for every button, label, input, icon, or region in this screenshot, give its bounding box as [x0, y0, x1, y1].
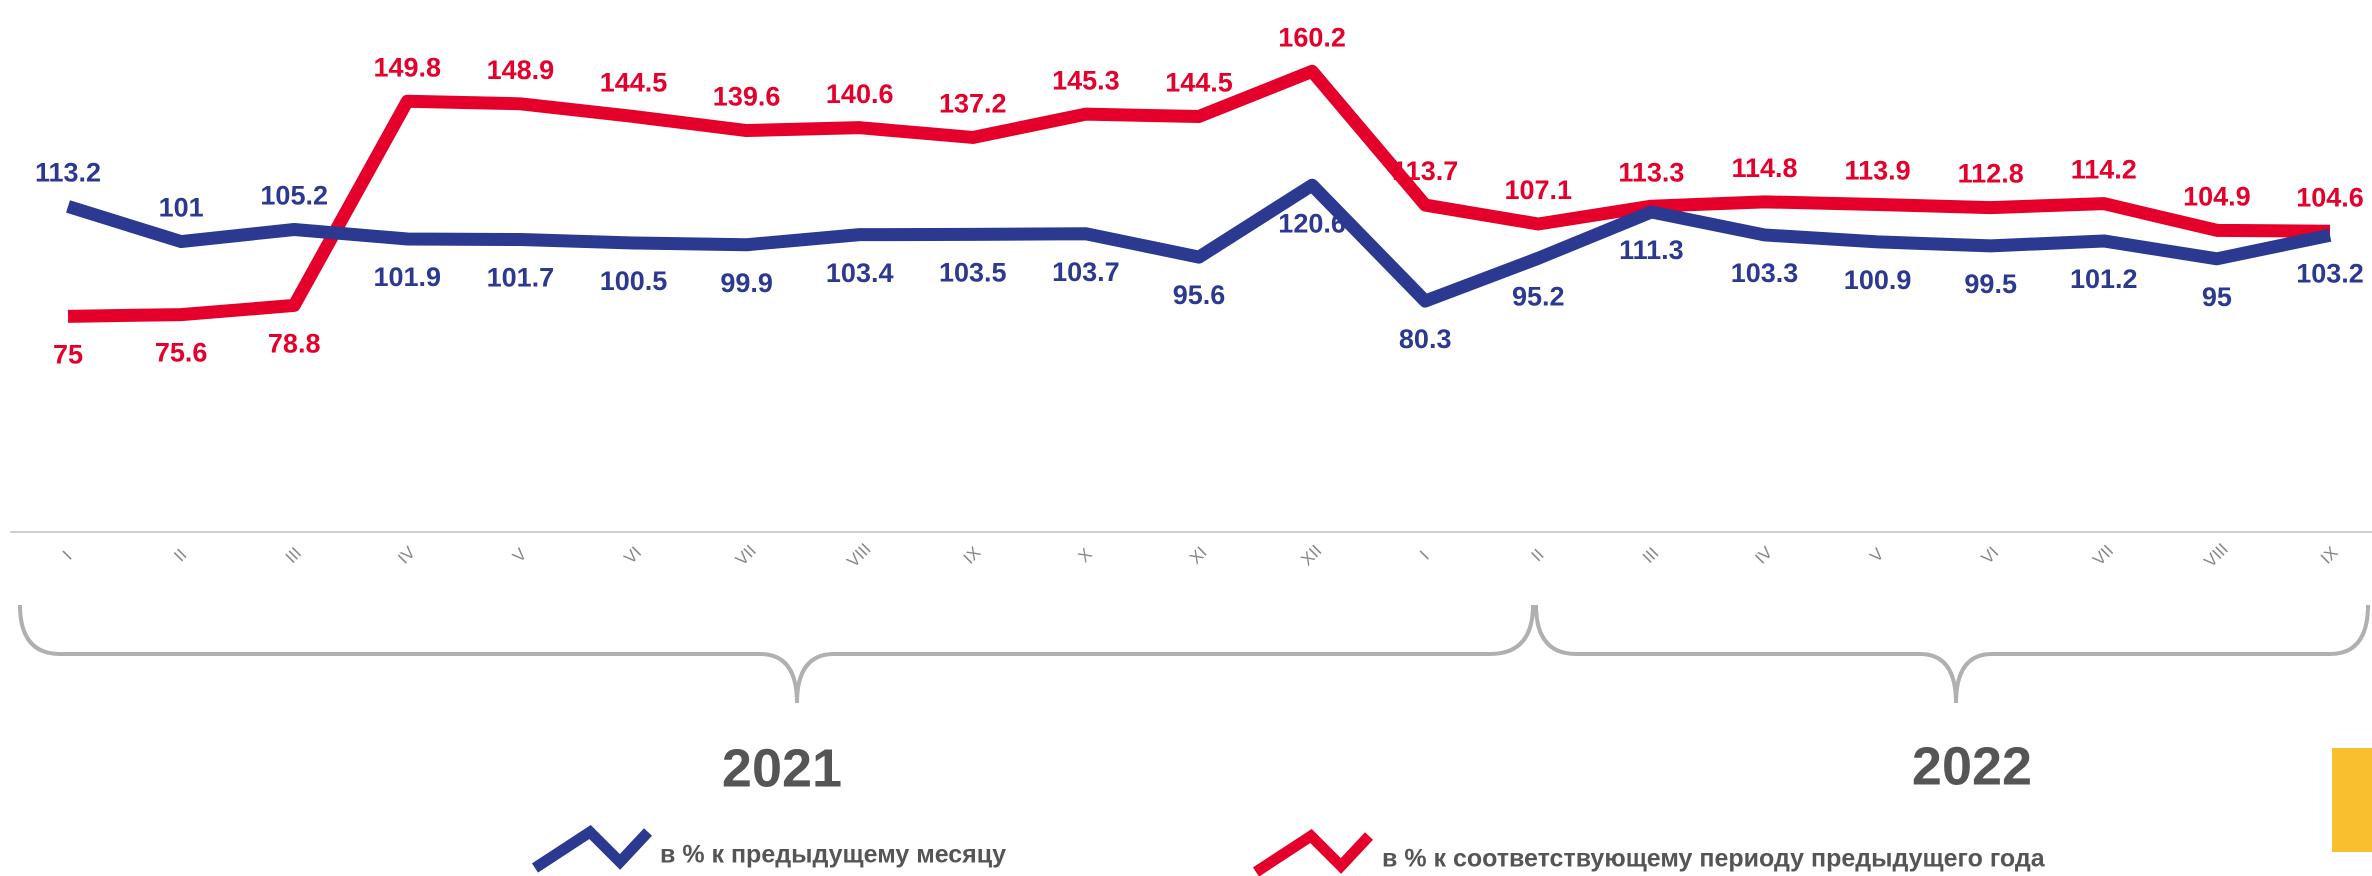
corner-badge — [2332, 748, 2372, 852]
data-label: 99.9 — [720, 268, 773, 298]
data-label: 137.2 — [939, 89, 1007, 119]
data-label: 148.9 — [487, 55, 555, 85]
data-label: 113.9 — [1845, 156, 1911, 186]
x-tick-label: VIII — [2200, 540, 2231, 571]
data-label: 107.1 — [1505, 175, 1573, 205]
series-line — [67, 64, 2331, 323]
data-label: 113.7 — [1392, 156, 1458, 186]
legend-label: в % к предыдущему месяцу — [660, 841, 1006, 869]
x-tick-label: IV — [394, 542, 419, 567]
x-tick-label: V — [509, 544, 531, 566]
data-label: 101.9 — [374, 262, 442, 292]
x-tick-label: VII — [732, 541, 760, 569]
series-line — [66, 178, 2332, 308]
x-tick-label: III — [282, 544, 305, 567]
x-tick-label: II — [170, 545, 190, 565]
brace-2021 — [18, 604, 1535, 704]
data-label: 75 — [53, 339, 83, 369]
data-label: 149.8 — [374, 52, 442, 82]
x-tick-label: VIII — [843, 540, 874, 571]
data-label: 113.2 — [35, 158, 101, 188]
data-label: 114.8 — [1731, 153, 1797, 183]
x-tick-label: I — [1416, 547, 1433, 564]
x-tick-label: IX — [960, 543, 985, 568]
data-label: 103.3 — [1731, 258, 1799, 288]
data-label: 95 — [2202, 282, 2232, 312]
year-label: 2021 — [722, 738, 842, 798]
data-label: 144.5 — [1165, 68, 1233, 98]
data-label: 95.6 — [1173, 280, 1226, 310]
data-label: 145.3 — [1052, 65, 1120, 95]
data-label: 99.5 — [1964, 269, 2017, 299]
x-tick-label: VII — [2089, 541, 2117, 569]
brace-2022 — [1534, 604, 2370, 704]
data-label: 101.7 — [487, 263, 555, 293]
x-tick-label: IV — [1751, 542, 1776, 567]
x-tick-label: I — [59, 547, 76, 564]
data-label: 114.2 — [2071, 155, 2137, 185]
data-label: 75.6 — [155, 338, 208, 368]
x-tick-label: XII — [1297, 541, 1325, 569]
x-tick-label: III — [1639, 544, 1662, 567]
data-label: 104.9 — [2183, 181, 2251, 211]
data-label: 140.6 — [826, 79, 894, 109]
data-label: 101.2 — [2070, 264, 2138, 294]
data-label: 103.2 — [2296, 258, 2364, 288]
data-label: 120.6 — [1278, 208, 1346, 238]
x-tick-label: X — [1074, 545, 1095, 566]
data-label: 103.4 — [826, 258, 894, 288]
data-label: 80.3 — [1399, 324, 1452, 354]
x-tick-label: V — [1866, 544, 1888, 566]
data-label: 105.2 — [260, 181, 328, 211]
legend-icon — [1252, 828, 1374, 876]
data-label: 104.6 — [2296, 182, 2364, 212]
data-label: 139.6 — [713, 82, 781, 112]
data-label: 103.7 — [1052, 257, 1120, 287]
data-label: 111.3 — [1619, 235, 1684, 265]
year-label: 2022 — [1912, 736, 2032, 796]
x-tick-label: XI — [1186, 543, 1211, 568]
data-label: 78.8 — [268, 329, 321, 359]
data-label: 101 — [159, 193, 204, 223]
data-label: 144.5 — [600, 68, 668, 98]
data-label: 113.3 — [1618, 157, 1684, 187]
data-label: 100.9 — [1844, 265, 1912, 295]
data-label: 95.2 — [1512, 281, 1565, 311]
legend-label: в % к соответствующему периоду предыдуще… — [1382, 845, 2046, 873]
legend-icon — [531, 824, 653, 873]
x-tick-label: VI — [620, 543, 645, 568]
data-label: 103.5 — [939, 257, 1007, 287]
data-label: 160.2 — [1278, 22, 1346, 52]
x-tick-label: VI — [1978, 543, 2003, 568]
x-tick-label: II — [1528, 545, 1548, 565]
x-tick-label: IX — [2317, 543, 2342, 568]
data-label: 112.8 — [1958, 159, 2024, 189]
data-label: 100.5 — [600, 266, 668, 296]
